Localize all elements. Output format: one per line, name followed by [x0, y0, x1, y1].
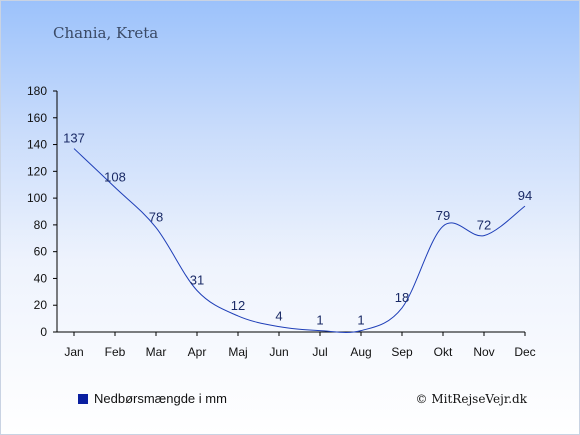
series-line-precipitation — [73, 148, 526, 334]
data-label-nov: 72 — [477, 218, 491, 233]
data-label-okt: 79 — [436, 208, 450, 223]
x-tick-label: Jun — [269, 345, 288, 359]
y-tick-label: 160 — [27, 111, 47, 125]
legend-label: Nedbørsmængde i mm — [94, 391, 227, 406]
legend-marker — [78, 394, 88, 404]
x-tick-label: Feb — [105, 345, 126, 359]
legend: Nedbørsmængde i mm — [78, 391, 227, 406]
x-tick-label: Jul — [312, 345, 327, 359]
chart-title: Chania, Kreta — [53, 24, 158, 42]
x-tick-label: Nov — [473, 345, 494, 359]
y-tick-label: 120 — [27, 164, 47, 178]
y-tick-label: 20 — [34, 298, 48, 312]
y-tick-label: 0 — [40, 325, 47, 339]
data-label-sep: 18 — [395, 290, 409, 305]
x-tick-label: Dec — [514, 345, 535, 359]
data-label-maj: 12 — [231, 298, 245, 313]
y-tick-label: 40 — [34, 271, 48, 285]
x-tick-label: Maj — [228, 345, 247, 359]
data-label-jun: 4 — [275, 309, 282, 324]
copyright-credit: © MitRejseVejr.dk — [416, 392, 528, 406]
x-tick-label: Apr — [188, 345, 207, 359]
data-label-jan: 137 — [63, 131, 85, 146]
y-tick-label: 80 — [34, 218, 48, 232]
x-tick-label: Jan — [64, 345, 83, 359]
x-tick-label: Mar — [146, 345, 167, 359]
y-tick-label: 140 — [27, 138, 47, 152]
y-tick-label: 100 — [27, 191, 47, 205]
data-label-jul: 1 — [316, 313, 323, 328]
x-tick-label: Okt — [434, 345, 453, 359]
y-tick-label: 60 — [34, 245, 48, 259]
data-label-dec: 94 — [518, 188, 532, 203]
data-label-mar: 78 — [149, 210, 163, 225]
data-label-apr: 31 — [190, 272, 204, 287]
x-tick-label: Sep — [391, 345, 413, 359]
y-tick-label: 180 — [27, 84, 47, 98]
data-label-feb: 108 — [104, 169, 126, 184]
data-label-aug: 1 — [357, 313, 364, 328]
x-tick-label: Aug — [350, 345, 371, 359]
axes: 0 20 40 60 80 100 120 140 160 180 Jan Feb Mar Apr Maj J… — [27, 84, 536, 359]
